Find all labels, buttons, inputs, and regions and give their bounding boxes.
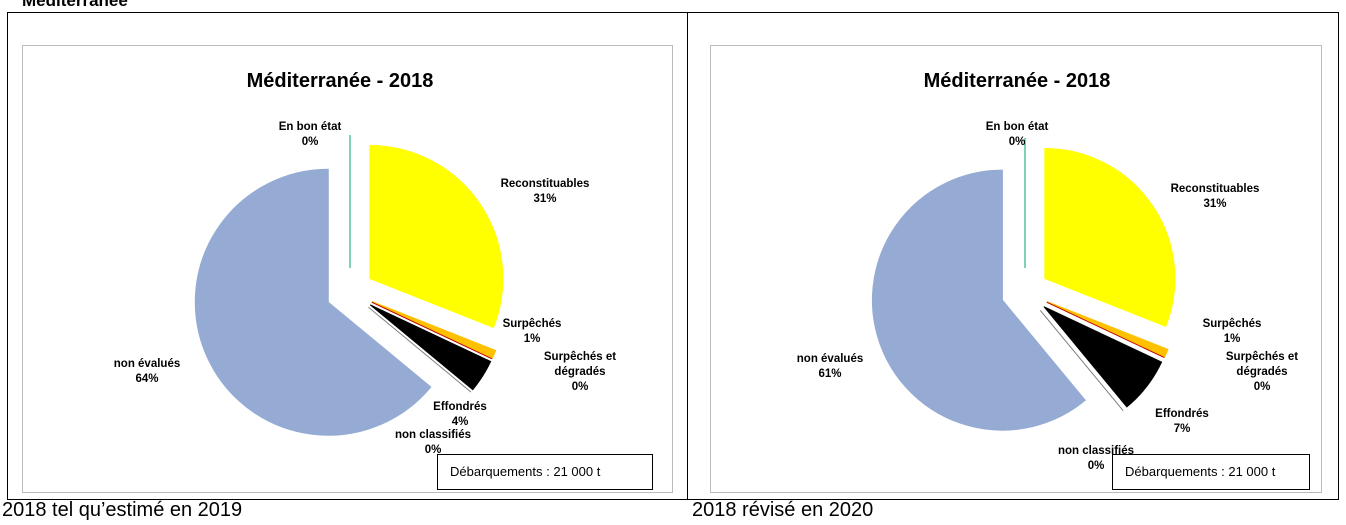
slice-label: Effondrés 7% bbox=[1137, 407, 1227, 437]
category-name: En bon état bbox=[278, 121, 342, 133]
category-name: Effondrés bbox=[433, 401, 487, 413]
value-label: 0% bbox=[1087, 460, 1105, 472]
heading: Méditerranée bbox=[22, 0, 128, 10]
chart-frame bbox=[710, 45, 1322, 493]
value-label: 0% bbox=[571, 381, 589, 393]
category-name: Surpêchés et dégradés bbox=[543, 351, 617, 378]
slice-label: Surpêchés et dégradés 0% bbox=[1217, 350, 1307, 395]
category-name: non évalués bbox=[113, 358, 181, 370]
pie-slice bbox=[369, 304, 492, 391]
pie-slice bbox=[871, 169, 1086, 431]
slice-label: Reconstituables 31% bbox=[500, 177, 590, 207]
pie-slice bbox=[1039, 310, 1124, 411]
note-box: Débarquements : 21 000 t bbox=[437, 454, 653, 490]
value-label: 0% bbox=[301, 136, 319, 148]
caption: 2018 tel qu’estimé en 2019 bbox=[2, 499, 243, 521]
pie-slice bbox=[1046, 301, 1169, 358]
chart-title: Méditerranée - 2018 bbox=[246, 70, 434, 92]
pie-slice bbox=[1044, 148, 1176, 328]
pie-slice bbox=[371, 301, 497, 359]
value-label: 4% bbox=[451, 416, 469, 428]
note-box: Débarquements : 21 000 t bbox=[1112, 454, 1310, 490]
category-name: Reconstituables bbox=[500, 178, 590, 190]
pie-slice bbox=[371, 301, 493, 360]
pie-slice bbox=[1046, 301, 1165, 359]
pie-slice bbox=[194, 168, 432, 436]
category-name: Surpêchés et dégradés bbox=[1225, 351, 1299, 378]
slice-label: non évalués 61% bbox=[785, 352, 875, 382]
slice-label: Effondrés 4% bbox=[415, 400, 505, 430]
value-label: 31% bbox=[1203, 198, 1227, 210]
value-label: 64% bbox=[135, 373, 159, 385]
value-label: 0% bbox=[1008, 136, 1026, 148]
value-label: 61% bbox=[818, 368, 842, 380]
slice-label: Reconstituables 31% bbox=[1170, 182, 1260, 212]
category-name: Surpêchés bbox=[1202, 318, 1262, 330]
caption: 2018 révisé en 2020 bbox=[692, 499, 874, 521]
value-label: 1% bbox=[1223, 333, 1241, 345]
value-label: 0% bbox=[1253, 381, 1271, 393]
slice-label: En bon état 0% bbox=[972, 120, 1062, 150]
pie-slice bbox=[1043, 306, 1163, 408]
value-label: 31% bbox=[533, 193, 557, 205]
chart-title: Méditerranée - 2018 bbox=[923, 70, 1111, 92]
category-name: Surpêchés bbox=[502, 318, 562, 330]
category-name: En bon état bbox=[985, 121, 1049, 133]
category-name: non classifiés bbox=[394, 429, 472, 441]
category-name: non évalués bbox=[796, 353, 864, 365]
slice-label: Surpêchés et dégradés 0% bbox=[535, 350, 625, 395]
slice-label: Surpêchés 1% bbox=[487, 317, 577, 347]
slice-label: En bon état 0% bbox=[265, 120, 355, 150]
category-name: Reconstituables bbox=[1170, 183, 1260, 195]
table-cell bbox=[687, 12, 1339, 500]
slice-label: non évalués 64% bbox=[102, 357, 192, 387]
slice-label: non classifiés 0% bbox=[388, 428, 478, 458]
value-label: 1% bbox=[523, 333, 541, 345]
category-name: Effondrés bbox=[1155, 408, 1209, 420]
value-label: 0% bbox=[424, 444, 442, 456]
value-label: 7% bbox=[1173, 423, 1191, 435]
chart-frame bbox=[22, 45, 673, 493]
pie-slice bbox=[369, 145, 504, 329]
slice-label: Surpêchés 1% bbox=[1187, 317, 1277, 347]
